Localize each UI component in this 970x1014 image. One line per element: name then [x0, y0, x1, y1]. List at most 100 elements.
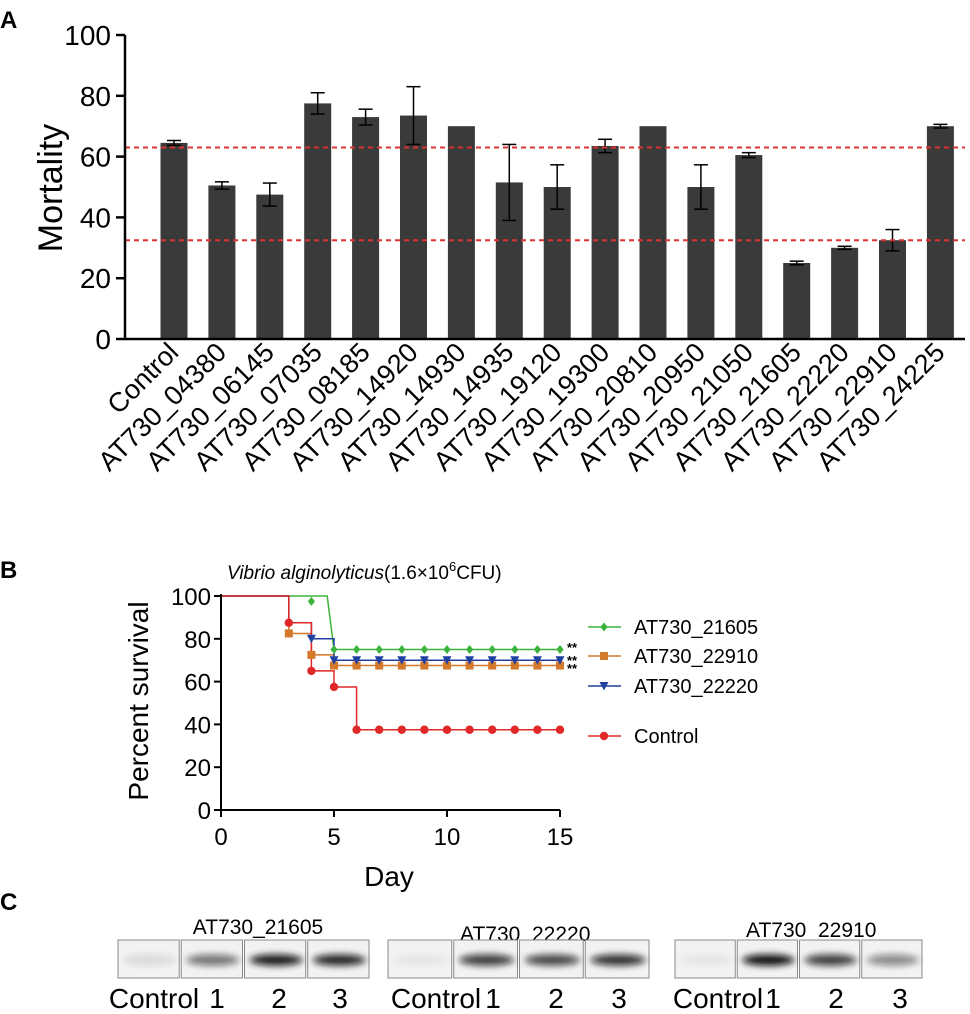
survival-marker — [443, 645, 451, 654]
survival-marker — [353, 645, 361, 654]
significance-mark: ** — [567, 661, 578, 676]
survival-marker — [442, 725, 452, 734]
bar — [208, 185, 236, 339]
survival-marker — [510, 656, 520, 665]
legend-label: AT730_22220 — [634, 676, 758, 698]
y-tick-label: 80 — [80, 81, 111, 112]
blot-lane-label: 2 — [828, 983, 844, 1014]
survival-marker — [307, 650, 316, 659]
panel-b-title-species: Vibrio alginolyticus — [227, 563, 385, 584]
survival-marker — [532, 656, 542, 665]
bar — [400, 115, 427, 339]
panel-b-significance-marks: ****** — [567, 640, 578, 676]
y-tick-label: 80 — [184, 627, 211, 654]
legend-marker — [599, 731, 609, 741]
bar — [256, 194, 284, 339]
y-tick-label: 20 — [80, 263, 111, 294]
survival-marker — [284, 629, 293, 638]
survival-marker — [329, 682, 339, 692]
survival-marker — [398, 645, 406, 654]
survival-marker — [465, 656, 475, 665]
blot-band — [123, 954, 177, 966]
survival-marker — [487, 656, 497, 665]
x-tick-label: 5 — [327, 824, 340, 851]
legend-marker — [600, 652, 608, 660]
blot-band — [312, 954, 366, 966]
panel-label-a: A — [0, 7, 17, 34]
survival-marker — [488, 661, 497, 670]
y-tick-label: 60 — [184, 670, 211, 697]
bar — [687, 187, 715, 339]
blot-band — [524, 954, 580, 966]
survival-marker — [533, 645, 541, 654]
y-tick-label: 0 — [198, 798, 211, 825]
survival-marker — [465, 661, 474, 670]
survival-marker — [556, 661, 564, 670]
bar — [447, 126, 475, 339]
survival-marker — [374, 656, 384, 665]
survival-marker — [488, 645, 496, 654]
panel-b-y-ticks: 0 20 40 60 80 100 — [171, 584, 221, 825]
blot-band — [742, 954, 795, 966]
survival-marker — [510, 725, 519, 734]
panel-a-y-axis-title: Mortality — [32, 124, 70, 252]
bar — [926, 126, 954, 339]
blot-lane-label: 2 — [271, 983, 287, 1014]
legend-marker — [599, 682, 609, 691]
blot-lane-label: 1 — [765, 983, 781, 1014]
bar — [831, 247, 859, 339]
survival-curve — [221, 595, 560, 731]
survival-marker — [466, 645, 474, 654]
survival-marker — [306, 634, 316, 644]
survival-marker — [330, 661, 338, 670]
blot-band — [249, 954, 303, 966]
panel-b-legend: AT730_21605 AT730_22910 AT730_22220 Control — [588, 617, 758, 748]
y-tick-label: 40 — [184, 712, 211, 739]
survival-marker — [329, 656, 339, 665]
blot-band — [590, 954, 646, 966]
survival-marker — [533, 661, 542, 670]
blot-title: AT730_22910 — [746, 919, 876, 942]
blot-band — [866, 954, 920, 966]
survival-marker — [533, 725, 542, 734]
bar — [639, 126, 667, 339]
y-tick-label: 20 — [184, 755, 211, 782]
bar — [735, 155, 763, 339]
y-tick-label: 60 — [80, 142, 111, 173]
panel-a-bars — [160, 103, 954, 340]
blot-group: AT730_21605 Control 1 2 3 — [109, 916, 370, 1014]
survival-marker — [420, 661, 429, 670]
survival-marker — [397, 725, 406, 734]
survival-marker — [419, 656, 429, 665]
panel-b-markers — [284, 596, 565, 734]
x-tick-label: 10 — [434, 824, 461, 851]
blot-band — [679, 954, 733, 966]
x-tick-label: 15 — [547, 824, 574, 851]
blot-band — [393, 954, 449, 966]
blot-band — [459, 954, 515, 966]
blot-band — [804, 954, 857, 966]
survival-marker — [375, 661, 384, 670]
panel-a-error-bars — [167, 85, 948, 266]
survival-marker — [307, 666, 316, 676]
blot-band — [186, 954, 240, 966]
survival-marker — [375, 645, 383, 654]
y-tick-label: 100 — [171, 584, 211, 611]
survival-marker — [443, 661, 451, 670]
survival-marker — [442, 656, 452, 665]
bar — [304, 103, 332, 340]
survival-marker — [555, 656, 565, 665]
legend-label: AT730_21605 — [634, 617, 758, 639]
survival-marker — [352, 656, 362, 665]
bar — [879, 240, 906, 339]
blot-lane-label: 3 — [332, 983, 348, 1014]
survival-marker — [352, 661, 361, 670]
panel-b-title-unit: CFU) — [456, 563, 501, 584]
panel-b-x-axis-title: Day — [364, 861, 414, 892]
bar — [543, 187, 571, 339]
blot-lane-label: Control — [673, 983, 763, 1014]
blot-lane-label: 3 — [892, 983, 908, 1014]
